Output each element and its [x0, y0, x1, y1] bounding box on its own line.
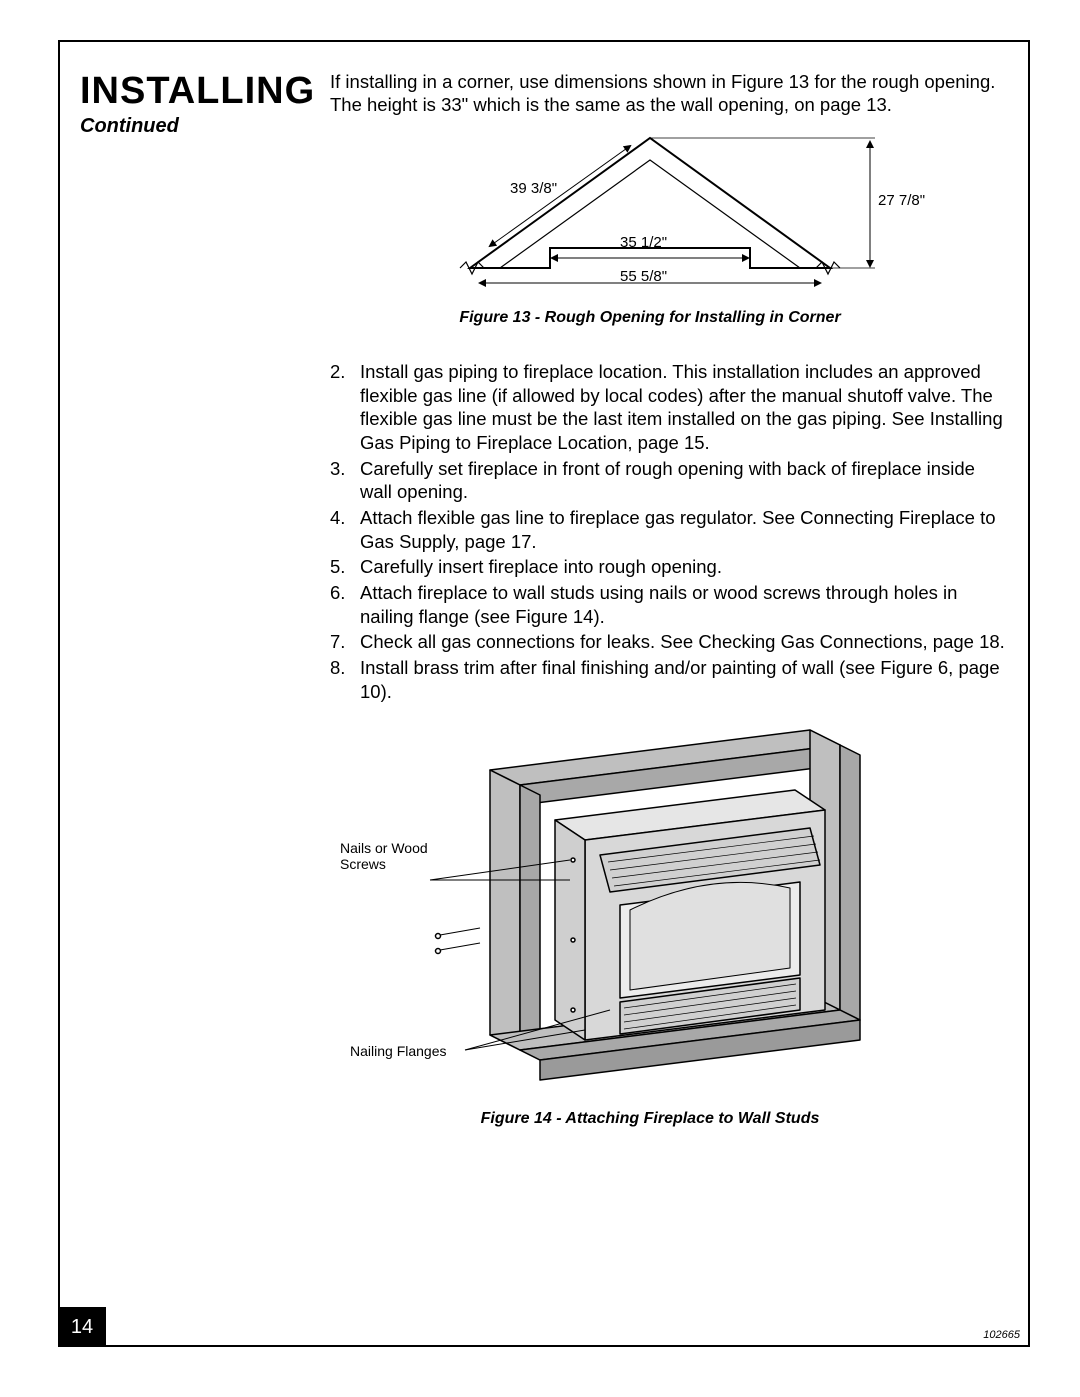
dim-label-diag: 39 3/8" [510, 180, 557, 197]
list-number: 7. [330, 630, 360, 654]
figure-13: 39 3/8" 27 7/8" 35 1/2" 55 5/8" Figure 1… [330, 128, 970, 328]
list-number: 8. [330, 656, 360, 703]
list-number: 4. [330, 506, 360, 553]
list-item: 4. Attach flexible gas line to fireplace… [330, 506, 1010, 553]
document-id: 102665 [983, 1329, 1020, 1341]
label-flanges: Nailing Flanges [350, 1043, 447, 1059]
list-item: 7. Check all gas connections for leaks. … [330, 630, 1010, 654]
list-item: 5. Carefully insert fireplace into rough… [330, 555, 1010, 579]
intro-paragraph: If installing in a corner, use dimension… [330, 70, 1010, 116]
figure-13-caption: Figure 13 - Rough Opening for Installing… [330, 309, 970, 327]
dim-label-inner: 35 1/2" [620, 234, 667, 251]
list-text: Attach flexible gas line to fireplace ga… [360, 506, 1010, 553]
list-number: 2. [330, 360, 360, 455]
page: INSTALLING Continued If installing in a … [0, 0, 1080, 1397]
dim-label-vert: 27 7/8" [878, 192, 925, 209]
content-area: INSTALLING Continued If installing in a … [80, 70, 1010, 1327]
list-item: 3. Carefully set fireplace in front of r… [330, 457, 1010, 504]
list-text: Check all gas connections for leaks. See… [360, 630, 1010, 654]
list-text: Attach fireplace to wall studs using nai… [360, 581, 1010, 628]
figure-14-caption: Figure 14 - Attaching Fireplace to Wall … [330, 1110, 970, 1128]
page-number: 14 [58, 1307, 106, 1347]
figure-14: Nails or Wood Screws Nailing Flanges [330, 710, 970, 1130]
list-number: 5. [330, 555, 360, 579]
instruction-list: 2. Install gas piping to fireplace locat… [330, 360, 1010, 705]
list-text: Install brass trim after final finishing… [360, 656, 1010, 703]
list-item: 2. Install gas piping to fireplace locat… [330, 360, 1010, 455]
list-text: Carefully insert fireplace into rough op… [360, 555, 1010, 579]
label-nails: Nails or Wood Screws [340, 840, 450, 872]
list-item: 8. Install brass trim after final finish… [330, 656, 1010, 703]
dim-label-outer: 55 5/8" [620, 268, 667, 285]
list-text: Carefully set fireplace in front of roug… [360, 457, 1010, 504]
list-text: Install gas piping to fireplace location… [360, 360, 1010, 455]
list-number: 3. [330, 457, 360, 504]
list-number: 6. [330, 581, 360, 628]
list-item: 6. Attach fireplace to wall studs using … [330, 581, 1010, 628]
